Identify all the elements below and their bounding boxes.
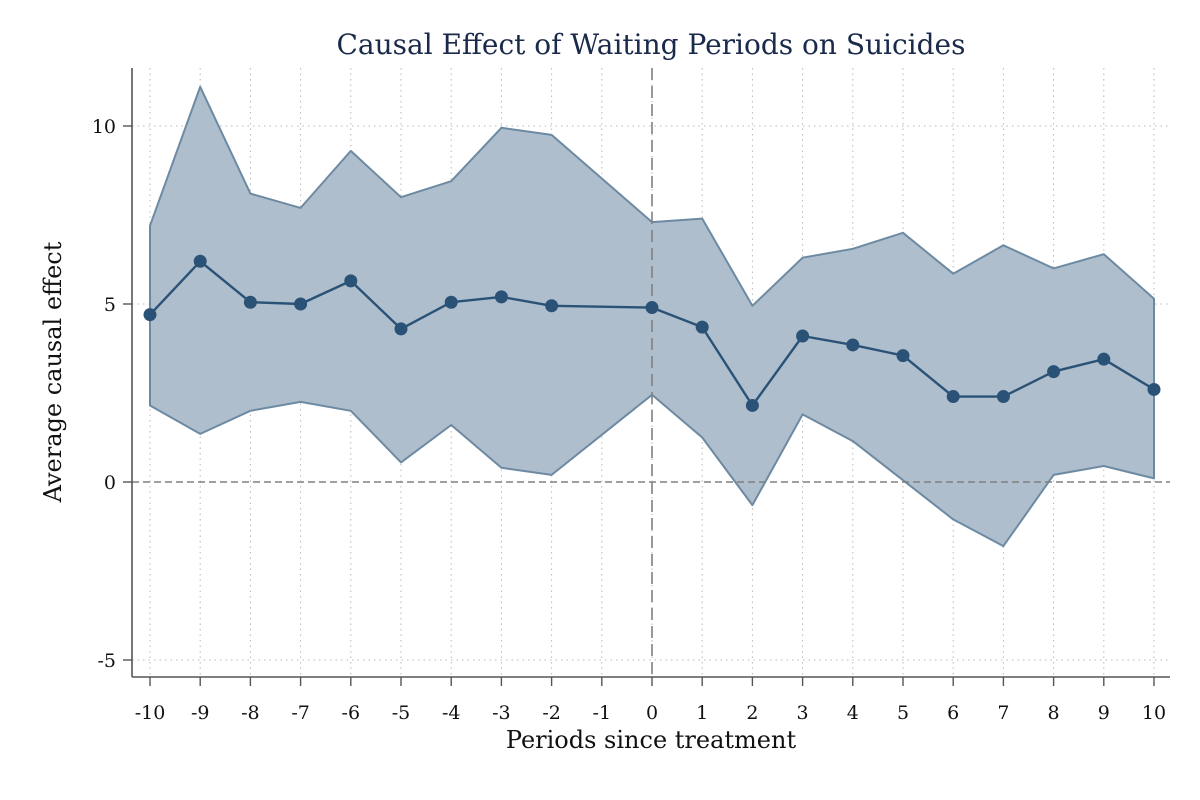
data-point xyxy=(344,274,358,288)
data-point xyxy=(394,322,408,336)
data-point xyxy=(494,290,508,304)
x-tick-label: 0 xyxy=(646,702,658,724)
y-tick-label: -5 xyxy=(97,650,116,672)
confidence-band xyxy=(149,85,1155,548)
x-tick-label: -7 xyxy=(291,702,310,724)
x-tick-label: -4 xyxy=(442,702,461,724)
x-tick-label: -8 xyxy=(241,702,260,724)
data-point xyxy=(545,299,559,313)
x-tick-label: -6 xyxy=(342,702,361,724)
y-axis-label: Average causal effect xyxy=(39,241,67,503)
data-point xyxy=(294,297,308,311)
grid-lines xyxy=(132,68,1170,677)
x-tick-label: -1 xyxy=(593,702,612,724)
x-tick-label: 1 xyxy=(696,702,708,724)
x-tick-label: 5 xyxy=(897,702,909,724)
data-point xyxy=(1147,382,1161,396)
data-point xyxy=(946,390,960,404)
data-point xyxy=(243,295,257,309)
x-tick-label: 2 xyxy=(746,702,758,724)
data-point xyxy=(1097,352,1111,366)
x-tick-label: 7 xyxy=(997,702,1009,724)
x-tick-label: 6 xyxy=(947,702,959,724)
data-point xyxy=(695,320,709,334)
data-points xyxy=(143,254,1161,412)
x-tick-label: 3 xyxy=(797,702,809,724)
x-tick-label: -2 xyxy=(542,702,561,724)
data-point xyxy=(796,329,810,343)
x-axis-label: Periods since treatment xyxy=(506,726,797,754)
x-tick-label: -9 xyxy=(191,702,210,724)
data-point xyxy=(444,295,458,309)
series-line xyxy=(149,260,1155,407)
x-tick-label: -5 xyxy=(392,702,411,724)
x-tick-label: 10 xyxy=(1142,702,1166,724)
y-tick-label: 10 xyxy=(92,116,116,138)
data-point xyxy=(846,338,860,352)
data-point xyxy=(645,301,659,315)
x-tick-label: 8 xyxy=(1048,702,1060,724)
axes xyxy=(123,68,1170,686)
data-point xyxy=(143,308,157,322)
y-tick-label: 5 xyxy=(104,294,116,316)
data-point xyxy=(193,254,207,268)
y-tick-label: 0 xyxy=(104,472,116,494)
reference-lines xyxy=(132,68,1170,677)
data-point xyxy=(996,390,1010,404)
x-tick-label: 9 xyxy=(1098,702,1110,724)
x-tick-label: -3 xyxy=(492,702,511,724)
data-point xyxy=(1047,365,1061,379)
data-point xyxy=(745,398,759,412)
chart-title: Causal Effect of Waiting Periods on Suic… xyxy=(337,28,966,61)
x-tick-label: -10 xyxy=(135,702,166,724)
data-point xyxy=(896,349,910,363)
x-tick-label: 4 xyxy=(847,702,859,724)
